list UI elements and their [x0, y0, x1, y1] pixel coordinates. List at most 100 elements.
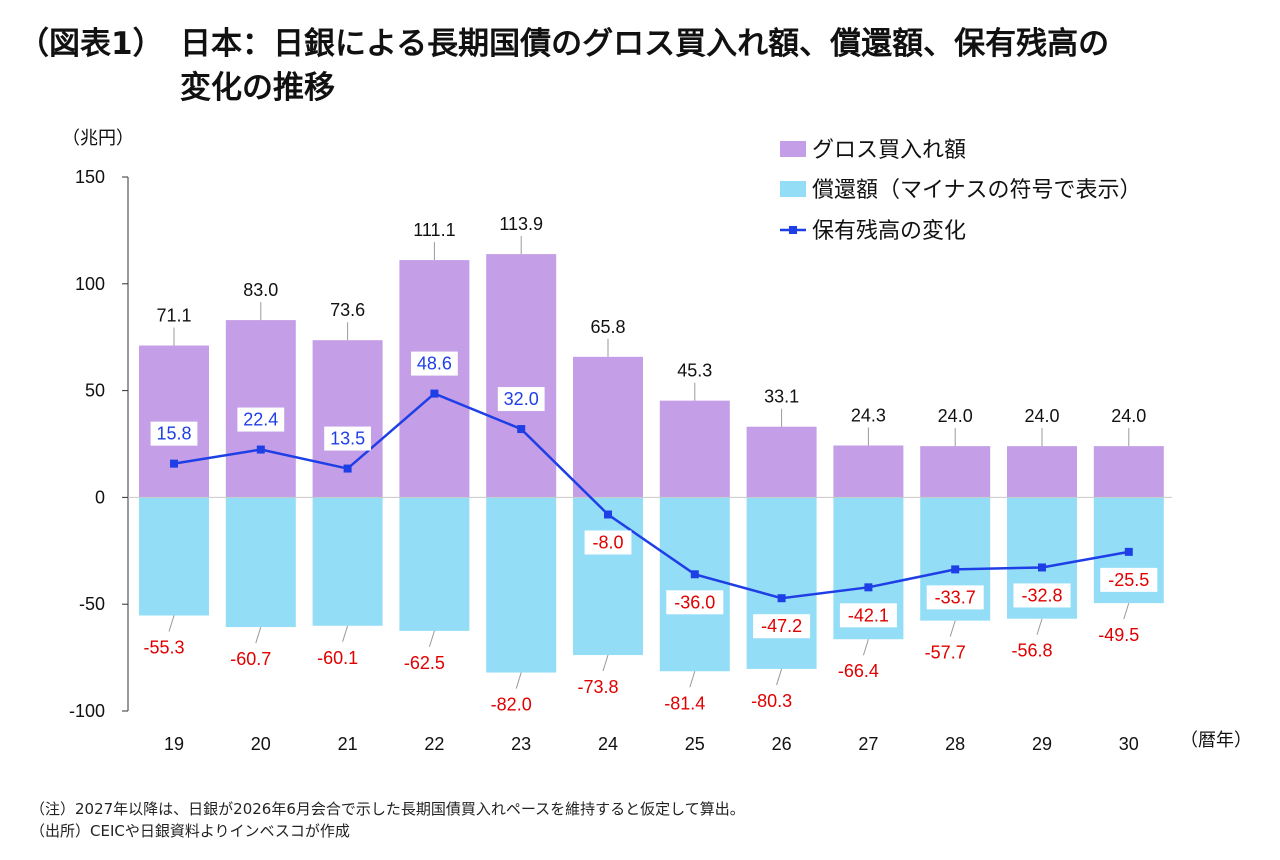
chart-title-line2: 変化の推移: [180, 70, 335, 106]
x-tick-label-29: 29: [1032, 734, 1052, 754]
x-tick-label-30: 30: [1119, 734, 1139, 754]
purchase-bar-22: [399, 260, 470, 498]
redemption-label-leader: [168, 615, 175, 632]
holdings-change-label-19: 15.8: [156, 424, 191, 444]
y-tick-label: 100: [75, 274, 105, 294]
holdings-change-label-29: -32.8: [1021, 585, 1062, 605]
redemption-value-label-19: -55.3: [143, 638, 184, 658]
redemption-value-label-25: -81.4: [664, 693, 705, 713]
redemption-value-label-28: -57.7: [925, 643, 966, 663]
redemption-label-leader: [342, 625, 349, 642]
redemption-bar-21: [312, 497, 383, 626]
purchase-bar-21: [312, 340, 383, 498]
legend-label-holdings: 保有残高の変化: [812, 219, 966, 244]
legend-swatch-purchases: [780, 141, 806, 157]
x-tick-label-28: 28: [945, 734, 965, 754]
holdings-change-marker-29: [1038, 563, 1046, 572]
holdings-change-marker-23: [517, 425, 526, 434]
holdings-change-label-26: -47.2: [761, 616, 802, 636]
redemption-value-label-29: -56.8: [1011, 641, 1052, 661]
purchase-bar-23: [486, 254, 557, 498]
holdings-change-label-27: -42.1: [848, 605, 889, 625]
redemption-label-leader: [515, 672, 522, 689]
y-axis-unit-label: （兆円）: [62, 128, 134, 149]
purchase-value-label-30: 24.0: [1111, 406, 1146, 426]
redemption-bar-23: [486, 497, 557, 673]
purchase-value-label-26: 33.1: [764, 387, 799, 407]
x-tick-label-21: 21: [338, 734, 358, 754]
y-tick-label: -100: [69, 701, 105, 721]
redemption-label-leader: [776, 668, 783, 686]
x-tick-label-20: 20: [251, 734, 271, 754]
purchase-value-label-25: 45.3: [677, 361, 712, 381]
purchase-bar-24: [573, 356, 643, 498]
purchase-value-label-29: 24.0: [1024, 406, 1059, 426]
y-tick-label: 150: [75, 167, 105, 187]
holdings-change-marker-27: [864, 583, 873, 592]
holdings-change-label-30: -25.5: [1108, 570, 1149, 590]
redemption-bar-25: [659, 497, 730, 672]
redemption-bar-22: [399, 497, 470, 631]
redemption-label-leader: [255, 626, 262, 644]
redemption-value-label-21: -60.1: [317, 648, 358, 668]
redemption-value-label-24: -73.8: [577, 677, 618, 697]
purchase-value-label-24: 65.8: [590, 317, 625, 337]
purchase-bar-19: [139, 345, 209, 498]
purchase-value-label-20: 83.0: [243, 280, 278, 300]
holdings-change-marker-21: [343, 464, 352, 473]
redemption-bar-24: [573, 497, 643, 656]
label-leaders: [168, 236, 1130, 689]
axes: 150 100 50 0 -50 -100 19 20 21 22 23 24 25 26 27 28 29 30: [69, 167, 1172, 754]
legend-label-purchases: グロス買入れ額: [812, 138, 966, 163]
holdings-change-marker-19: [170, 459, 178, 468]
redemption-value-label-23: -82.0: [491, 695, 532, 715]
redemption-label-leader: [602, 654, 609, 672]
redemption-value-label-30: -49.5: [1098, 625, 1139, 645]
holdings-change-marker-22: [430, 389, 439, 398]
redemption-label-leader: [949, 620, 956, 637]
holdings-change-label-20: 22.4: [243, 410, 278, 430]
holdings-change-label-25-bg: [666, 590, 724, 615]
data-labels: 71.1 -55.3 15.8 83.0 -60.7 22.4 73.6 -60.1 13.5 1…: [143, 214, 1158, 715]
legend-swatch-redemptions: [780, 181, 806, 197]
holdings-change-marker-30: [1124, 547, 1133, 556]
holdings-change-line: [170, 389, 1133, 603]
source-text: （出所）CEICや日銀資料よりインベスコが作成: [30, 822, 350, 840]
holdings-change-label-23: 32.0: [504, 389, 539, 409]
purchase-bar-30: [1093, 446, 1164, 498]
purchase-bar-25: [659, 400, 730, 498]
holdings-change-marker-20: [256, 445, 265, 454]
holdings-change-label-28-bg: [926, 585, 984, 610]
redemption-label-leader: [1123, 602, 1130, 620]
note-text: （注）2027年以降は、日銀が2026年6月会合で示した長期国債買入れペースを維…: [30, 800, 745, 818]
purchase-value-label-19: 71.1: [156, 306, 191, 326]
x-tick-label-23: 23: [511, 734, 531, 754]
purchase-value-label-21: 73.6: [330, 300, 365, 320]
legend-marker-holdings: [789, 226, 797, 234]
x-tick-label-25: 25: [685, 734, 705, 754]
chart: 150 100 50 0 -50 -100 19 20 21 22 23 24 25 26 27 28 29 30…: [62, 128, 1252, 754]
holdings-change-polyline: [173, 392, 1130, 600]
y-tick-label: -50: [79, 594, 105, 614]
x-tick-label-26: 26: [772, 734, 792, 754]
holdings-change-label-26-bg: [753, 614, 811, 639]
redemption-value-label-27: -66.4: [838, 661, 879, 681]
holdings-change-marker-25: [690, 570, 699, 579]
redemption-bars: [139, 497, 1164, 673]
holdings-change-label-28: -33.7: [935, 587, 976, 607]
chart-title-prefix: （図表1）: [18, 26, 164, 62]
holdings-change-label-23-bg: [497, 387, 545, 412]
holdings-change-label-22: 48.6: [417, 354, 452, 374]
redemption-value-label-26: -80.3: [751, 691, 792, 711]
holdings-change-marker-26: [777, 594, 786, 603]
redemption-label-leader: [1036, 618, 1043, 635]
purchase-value-label-28: 24.0: [938, 406, 973, 426]
holdings-change-label-29-bg: [1013, 583, 1071, 608]
y-tick-label: 0: [95, 487, 105, 507]
chart-title-line1: 日本：日銀による長期国債のグロス買入れ額、償還額、保有残高の: [180, 26, 1110, 62]
purchase-value-label-23: 113.9: [499, 214, 543, 234]
redemption-label-leader: [689, 671, 696, 688]
holdings-change-label-30-bg: [1100, 567, 1158, 592]
redemption-label-leader: [428, 630, 435, 648]
